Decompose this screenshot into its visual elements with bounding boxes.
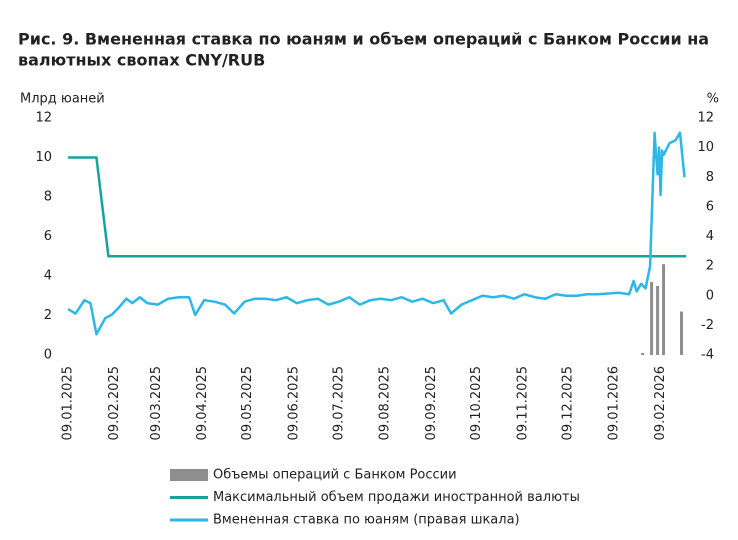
x-tick-label: 09.02.2026 <box>653 366 668 440</box>
bar <box>656 285 660 355</box>
x-tick-label: 09.11.2025 <box>515 366 530 440</box>
bar <box>680 311 684 355</box>
x-tick-label: 09.08.2025 <box>378 366 393 440</box>
x-tick-label: 09.12.2025 <box>560 366 575 440</box>
y-tick-label: 6 <box>44 229 52 244</box>
legend-label: Объемы операций с Банком России <box>213 468 457 483</box>
legend-label: Максимальный объем продажи иностранной в… <box>213 490 580 505</box>
y2-tick-label: 2 <box>706 259 714 274</box>
bar <box>650 281 654 355</box>
y-tick-label: 8 <box>44 190 52 205</box>
y-axis-label: Млрд юаней <box>20 92 105 107</box>
x-tick-label: 09.04.2025 <box>195 366 210 440</box>
y-tick-label: 0 <box>44 348 52 363</box>
y2-axis-label: % <box>707 92 719 107</box>
line <box>68 156 686 258</box>
x-tick-label: 09.06.2025 <box>286 366 301 440</box>
y2-tick-label: 6 <box>706 199 714 214</box>
x-tick-label: 09.10.2025 <box>469 366 484 440</box>
line <box>67 131 686 336</box>
y2-tick-label: 0 <box>706 288 714 303</box>
x-tick-label: 09.02.2025 <box>107 366 122 440</box>
y-tick-label: 10 <box>35 150 52 165</box>
y2-tick-label: -2 <box>701 318 714 333</box>
y-tick-label: 4 <box>44 269 52 284</box>
y-tick-label: 12 <box>35 111 52 126</box>
y2-tick-label: -4 <box>701 348 714 363</box>
x-tick-label: 09.01.2025 <box>61 366 76 440</box>
legend-label: Вмененная ставка по юаням (правая шкала) <box>213 513 520 528</box>
chart-title: Рис. 9. Вмененная ставка по юаням и объе… <box>18 30 709 49</box>
y2-tick-label: 8 <box>706 170 714 185</box>
y-tick-label: 2 <box>44 308 52 323</box>
y2-tick-label: 4 <box>706 229 714 244</box>
x-tick-label: 09.03.2025 <box>149 366 164 440</box>
chart-subtitle: валютных свопах CNY/RUB <box>18 51 265 70</box>
x-tick-label: 09.01.2026 <box>607 366 622 440</box>
y2-tick-label: 12 <box>697 111 714 126</box>
x-tick-label: 09.09.2025 <box>424 366 439 440</box>
bar <box>662 264 666 355</box>
x-tick-label: 09.07.2025 <box>331 366 346 440</box>
x-tick-label: 09.05.2025 <box>240 366 255 440</box>
bar <box>641 353 645 355</box>
legend-swatch <box>170 469 208 481</box>
y2-tick-label: 10 <box>697 140 714 155</box>
